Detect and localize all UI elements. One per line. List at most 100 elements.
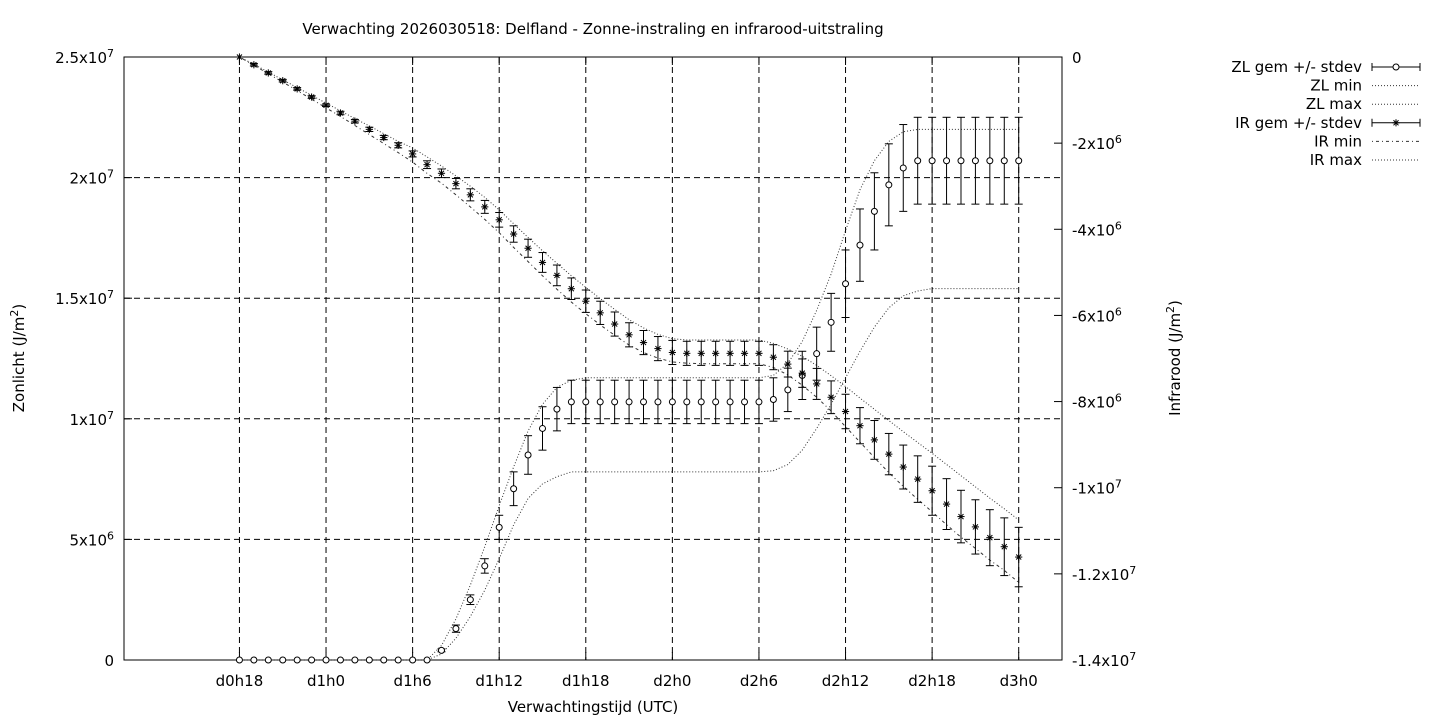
ir-mean-point xyxy=(827,393,835,401)
ir-mean-point xyxy=(942,500,951,508)
y-axis-label-right: Infrarood (J/m2) xyxy=(1164,300,1184,416)
y-right-tick-label: -1.2x107 xyxy=(1072,564,1136,584)
ir-mean-point xyxy=(264,69,272,77)
y-right-tick-label: -8x106 xyxy=(1072,392,1122,412)
zl-mean-point xyxy=(611,398,619,406)
ir-errorbar xyxy=(610,311,619,337)
star-stroke xyxy=(1393,119,1399,126)
ir-errorbar xyxy=(394,141,403,149)
zl-mean-point xyxy=(365,656,373,664)
ir-errorbar xyxy=(855,407,864,445)
zl-mean-point xyxy=(784,386,792,394)
star-stroke xyxy=(842,408,849,415)
zl-errorbar xyxy=(870,172,879,251)
zl-errorbar xyxy=(451,624,460,633)
ir-errorbar xyxy=(653,336,662,362)
zl-mean-point xyxy=(538,424,546,432)
zl-mean-point xyxy=(452,625,460,633)
legend-marker xyxy=(1392,63,1400,71)
zl-mean-point xyxy=(957,157,965,165)
ir-mean-point xyxy=(336,109,345,117)
ir-errorbar xyxy=(942,478,951,530)
ir-errorbar xyxy=(812,367,821,400)
legend-item: ZL max xyxy=(1306,95,1420,113)
y-axis-label-left: Zonlicht (J/m2) xyxy=(8,304,28,413)
zl-mean-point xyxy=(481,562,489,570)
ir-mean-point xyxy=(308,93,316,101)
zl-mean-point xyxy=(553,405,561,413)
ir-mean-point xyxy=(712,349,720,357)
ir-errorbar xyxy=(697,340,706,366)
star-stroke xyxy=(972,524,979,530)
y-right-tick-label: -4x106 xyxy=(1072,219,1122,239)
legend-label: IR min xyxy=(1314,132,1362,150)
ir-mean-point xyxy=(553,271,561,279)
star-stroke xyxy=(799,370,806,377)
star-stroke xyxy=(986,534,993,541)
ir-errorbar xyxy=(769,344,778,371)
zl-mean-point xyxy=(683,398,691,406)
ir-errorbar xyxy=(408,150,417,158)
ir-errorbar xyxy=(1000,517,1009,577)
zl-errorbar xyxy=(509,471,518,507)
ir-mean-point xyxy=(365,125,373,133)
ir-errorbar xyxy=(552,264,561,287)
ir-errorbar xyxy=(567,277,576,300)
zl-mean-point xyxy=(625,398,633,406)
x-tick-label: d2h6 xyxy=(740,672,778,690)
ir-mean-point xyxy=(798,369,806,377)
zl-mean-point xyxy=(336,656,344,664)
zl-errorbar xyxy=(740,379,749,425)
zl-mean-point xyxy=(235,656,243,664)
star-stroke xyxy=(510,231,517,237)
zl-errorbar xyxy=(610,379,619,425)
ir-mean-point xyxy=(1000,543,1008,551)
zl-mean-point xyxy=(1015,157,1023,165)
star-stroke xyxy=(236,54,243,60)
star-stroke xyxy=(640,339,647,346)
star-stroke xyxy=(1001,543,1008,550)
ir-errorbar xyxy=(322,101,331,109)
star-stroke xyxy=(885,451,892,457)
ir-mean-point xyxy=(1015,553,1023,561)
x-tick-label: d0h18 xyxy=(216,672,264,690)
zl-mean-point xyxy=(842,280,850,288)
ir-errorbar xyxy=(971,499,980,555)
x-tick-label: d1h12 xyxy=(475,672,523,690)
ir-mean-point xyxy=(971,523,980,531)
ir-errorbar xyxy=(956,489,965,544)
zl-mean-point xyxy=(813,350,821,358)
ir-errorbar xyxy=(365,125,374,133)
plot-frame xyxy=(123,56,1063,661)
ir-mean-point xyxy=(683,349,691,357)
ir-errorbar xyxy=(1014,526,1023,588)
y-left-tick-label: 0 xyxy=(104,652,114,670)
zl-errorbar xyxy=(769,377,778,422)
ir-mean-point xyxy=(639,338,648,347)
y-left-label-text: Zonlicht (J/m2) xyxy=(8,304,28,413)
star-stroke xyxy=(453,180,459,187)
zl-errorbar xyxy=(754,379,763,425)
ir-errorbar xyxy=(423,160,432,170)
zl-errorbar xyxy=(913,116,922,205)
ir-mean-point xyxy=(538,258,547,267)
zl-mean-point xyxy=(668,398,676,406)
star-stroke xyxy=(380,134,387,141)
ir-min-line xyxy=(239,56,1020,583)
ir-mean-point xyxy=(423,161,431,169)
zl-mean-point xyxy=(914,157,922,165)
legend-label: ZL max xyxy=(1306,95,1362,113)
zl-errorbar xyxy=(639,379,648,425)
ir-errorbar xyxy=(336,109,345,117)
legend-label: ZL min xyxy=(1310,77,1362,95)
zl-mean-point xyxy=(495,523,503,531)
star-stroke xyxy=(582,298,589,305)
ir-errorbar xyxy=(451,177,460,190)
ir-mean-point xyxy=(293,85,301,93)
ir-errorbar xyxy=(538,252,547,273)
y-left-tick-label: 5x106 xyxy=(69,529,114,549)
zl-errorbar xyxy=(1000,116,1009,205)
y-left-tick-label: 1x107 xyxy=(69,409,114,429)
